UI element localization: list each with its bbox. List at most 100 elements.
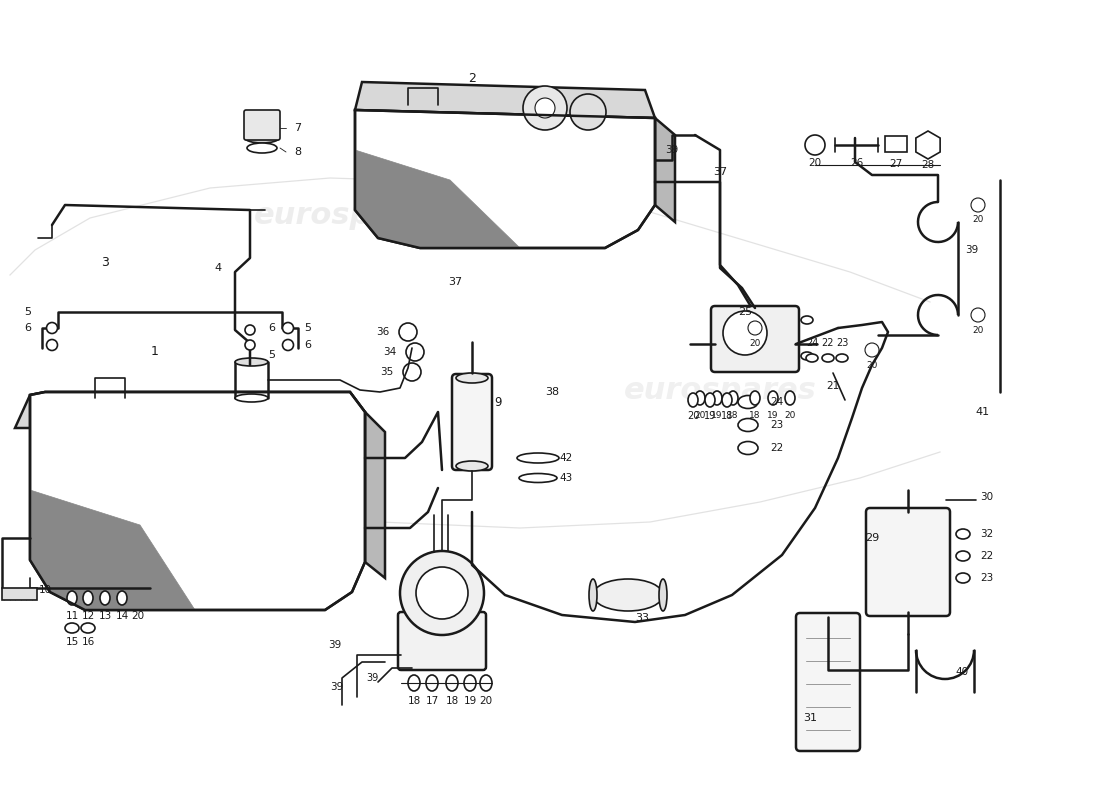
- Bar: [2, 588, 37, 600]
- Text: 5: 5: [24, 307, 32, 317]
- Text: 26: 26: [850, 158, 864, 168]
- Text: 23: 23: [770, 420, 783, 430]
- Text: 22: 22: [980, 551, 993, 561]
- Circle shape: [399, 323, 417, 341]
- Circle shape: [283, 322, 294, 334]
- Text: 12: 12: [81, 611, 95, 621]
- Text: 1: 1: [151, 346, 158, 358]
- Text: 24: 24: [806, 338, 818, 348]
- Text: 19: 19: [768, 411, 779, 421]
- Text: 20: 20: [972, 326, 983, 334]
- Text: 4: 4: [214, 263, 221, 273]
- Circle shape: [535, 98, 556, 118]
- Polygon shape: [15, 392, 365, 428]
- Polygon shape: [30, 490, 195, 610]
- Circle shape: [570, 94, 606, 130]
- Text: 10: 10: [39, 585, 52, 595]
- Text: 8: 8: [295, 147, 301, 157]
- Ellipse shape: [426, 675, 438, 691]
- Text: 3: 3: [101, 255, 109, 269]
- Text: 6: 6: [305, 340, 311, 350]
- Ellipse shape: [517, 453, 559, 463]
- Text: 6: 6: [24, 323, 32, 333]
- Ellipse shape: [785, 391, 795, 405]
- Ellipse shape: [836, 354, 848, 362]
- Text: 9: 9: [494, 395, 502, 409]
- Text: 13: 13: [98, 611, 111, 621]
- Ellipse shape: [738, 442, 758, 454]
- Text: 20: 20: [808, 158, 822, 168]
- Circle shape: [971, 308, 984, 322]
- Ellipse shape: [446, 675, 458, 691]
- Ellipse shape: [801, 352, 813, 360]
- FancyBboxPatch shape: [398, 612, 486, 670]
- Circle shape: [406, 343, 424, 361]
- Text: 37: 37: [448, 277, 462, 287]
- Text: 14: 14: [116, 611, 129, 621]
- FancyBboxPatch shape: [796, 613, 860, 751]
- Ellipse shape: [235, 394, 268, 402]
- Ellipse shape: [82, 591, 94, 605]
- Ellipse shape: [695, 391, 705, 405]
- Ellipse shape: [117, 591, 126, 605]
- Text: 19: 19: [712, 411, 723, 421]
- Circle shape: [416, 567, 468, 619]
- Circle shape: [522, 86, 566, 130]
- Circle shape: [805, 135, 825, 155]
- Text: 38: 38: [544, 387, 559, 397]
- Text: 17: 17: [426, 696, 439, 706]
- Text: eurospares: eurospares: [254, 201, 447, 230]
- FancyBboxPatch shape: [244, 110, 280, 140]
- Text: 20: 20: [480, 696, 493, 706]
- Ellipse shape: [245, 133, 279, 143]
- Text: 32: 32: [980, 529, 993, 539]
- Text: 23: 23: [836, 338, 848, 348]
- Text: 5: 5: [268, 350, 275, 360]
- Polygon shape: [30, 392, 365, 610]
- Text: 39: 39: [966, 245, 979, 255]
- Text: 5: 5: [305, 323, 311, 333]
- Text: 19: 19: [704, 411, 716, 421]
- Ellipse shape: [705, 393, 715, 407]
- Circle shape: [283, 339, 294, 350]
- Circle shape: [971, 198, 984, 212]
- Text: 33: 33: [635, 613, 649, 623]
- Circle shape: [400, 551, 484, 635]
- Text: 41: 41: [975, 407, 989, 417]
- Text: 35: 35: [381, 367, 394, 377]
- Polygon shape: [916, 131, 940, 159]
- Text: 25: 25: [738, 307, 752, 317]
- Circle shape: [748, 321, 762, 335]
- Text: 39: 39: [330, 682, 343, 692]
- Ellipse shape: [659, 579, 667, 611]
- Circle shape: [865, 343, 879, 357]
- Ellipse shape: [956, 573, 970, 583]
- Ellipse shape: [801, 316, 813, 324]
- Polygon shape: [355, 82, 654, 118]
- Text: 20: 20: [784, 411, 795, 421]
- Polygon shape: [355, 150, 520, 248]
- Polygon shape: [365, 412, 385, 578]
- Ellipse shape: [806, 354, 818, 362]
- Ellipse shape: [235, 358, 268, 366]
- Ellipse shape: [738, 418, 758, 431]
- Text: 23: 23: [980, 573, 993, 583]
- Ellipse shape: [750, 391, 760, 405]
- Ellipse shape: [100, 591, 110, 605]
- Polygon shape: [355, 110, 654, 248]
- Text: 2: 2: [469, 71, 476, 85]
- Circle shape: [245, 325, 255, 335]
- Ellipse shape: [822, 354, 834, 362]
- Text: 36: 36: [376, 327, 389, 337]
- Circle shape: [46, 322, 57, 334]
- Ellipse shape: [728, 391, 738, 405]
- Text: 11: 11: [65, 611, 78, 621]
- Text: 19: 19: [463, 696, 476, 706]
- Text: 20: 20: [972, 215, 983, 225]
- Text: 34: 34: [384, 347, 397, 357]
- Ellipse shape: [768, 391, 778, 405]
- Ellipse shape: [712, 391, 722, 405]
- Ellipse shape: [456, 373, 488, 383]
- Circle shape: [245, 340, 255, 350]
- Text: 6: 6: [268, 323, 275, 333]
